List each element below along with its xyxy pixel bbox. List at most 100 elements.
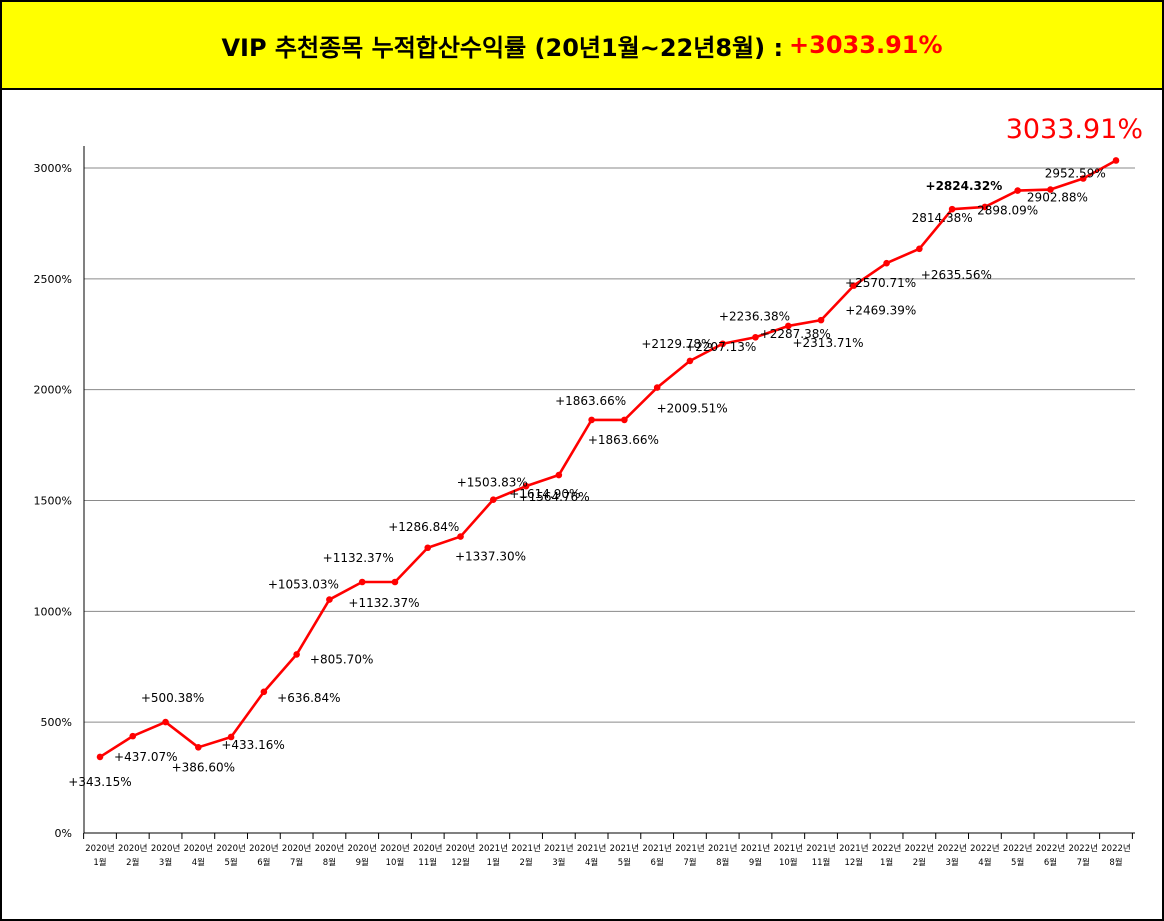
- x-tick-label-year: 2022년: [1101, 843, 1130, 854]
- data-label: +2824.32%: [926, 179, 1003, 193]
- x-tick-label-month: 12월: [451, 857, 470, 868]
- data-point: [293, 651, 300, 658]
- data-point: [1112, 157, 1120, 164]
- x-tick-label-month: 3월: [946, 857, 959, 868]
- data-point: [784, 322, 792, 330]
- data-label: +433.16%: [221, 738, 284, 752]
- x-tick-label-year: 2021년: [479, 843, 508, 854]
- data-point: [424, 544, 432, 552]
- data-label: +1132.37%: [323, 551, 394, 565]
- x-tick-label-month: 12월: [844, 857, 863, 868]
- data-label: 2952.59%: [1045, 167, 1106, 181]
- data-point: [1079, 175, 1087, 182]
- data-label: 2898.09%: [977, 204, 1038, 218]
- data-label: +1053.03%: [268, 578, 339, 592]
- x-tick-label-month: 1월: [880, 857, 893, 868]
- x-tick-label-month: 6월: [257, 857, 270, 868]
- y-tick-label: 1000%: [34, 605, 72, 618]
- data-point: [1014, 187, 1021, 194]
- data-point: [1047, 186, 1054, 193]
- x-tick-label-year: 2021년: [642, 843, 671, 854]
- chart-title-highlight: +3033.91%: [789, 31, 943, 59]
- x-tick-label-year: 2021년: [774, 843, 803, 854]
- x-tick-label-month: 9월: [356, 857, 369, 868]
- data-label: +1863.66%: [588, 433, 659, 447]
- series-line: [99, 159, 1117, 759]
- x-tick-label-month: 5월: [224, 857, 237, 868]
- data-label: 2902.88%: [1027, 191, 1088, 205]
- data-label: +636.84%: [277, 691, 340, 705]
- x-tick-label-year: 2020년: [446, 843, 475, 854]
- x-tick-label-year: 2021년: [806, 843, 835, 854]
- y-tick-label: 0%: [55, 827, 72, 840]
- y-tick-label: 1500%: [34, 495, 72, 508]
- x-tick-label-month: 4월: [192, 857, 205, 868]
- x-tick-label-month: 8월: [1109, 857, 1122, 868]
- chart-title: VIP 추천종목 누적합산수익률 (20년1월~22년8월) :: [221, 33, 784, 62]
- x-tick-label-year: 2020년: [85, 843, 114, 854]
- x-tick-label-year: 2021년: [610, 843, 639, 854]
- data-label: +2009.51%: [657, 402, 728, 416]
- data-label: +2129.78%: [641, 337, 712, 351]
- data-point: [850, 282, 858, 289]
- data-point: [227, 733, 235, 741]
- x-tick-label-year: 2020년: [413, 843, 442, 854]
- data-point: [817, 316, 825, 324]
- data-label: +1503.83%: [457, 476, 528, 490]
- x-tick-label-year: 2020년: [347, 843, 376, 854]
- x-tick-label-month: 10월: [779, 857, 798, 868]
- data-label: +2570.71%: [845, 276, 916, 290]
- data-label: +1337.30%: [455, 550, 526, 564]
- data-label: +1614.90%: [509, 487, 580, 501]
- x-tick-label-year: 2021년: [741, 843, 770, 854]
- data-label: +1286.84%: [388, 520, 459, 534]
- data-label: +2313.71%: [792, 336, 863, 350]
- x-tick-label-month: 5월: [618, 857, 631, 868]
- x-tick-label-year: 2021년: [675, 843, 704, 854]
- x-tick-label-year: 2020년: [216, 843, 245, 854]
- data-point: [981, 203, 989, 211]
- data-point: [719, 340, 727, 348]
- final-value-label: 3033.91%: [1006, 114, 1143, 145]
- x-tick-label-month: 1월: [93, 857, 106, 868]
- x-tick-label-year: 2020년: [315, 843, 344, 854]
- x-tick-label-year: 2021년: [511, 843, 540, 854]
- data-label: +2236.38%: [719, 309, 790, 323]
- x-tick-label-year: 2020년: [118, 843, 147, 854]
- x-tick-label-year: 2021년: [577, 843, 606, 854]
- data-label: +2635.56%: [921, 268, 992, 282]
- x-tick-label-year: 2020년: [380, 843, 409, 854]
- x-tick-label-month: 1월: [487, 857, 500, 868]
- x-tick-label-month: 5월: [1011, 857, 1024, 868]
- data-label: +386.60%: [172, 760, 235, 774]
- x-tick-label-month: 2월: [519, 857, 532, 868]
- x-tick-label-year: 2021년: [544, 843, 573, 854]
- data-point: [96, 753, 104, 761]
- line-chart: 0% 500% 1000% 1500% 2000% 2500% 3000% 2020년 1월 20…: [34, 114, 1143, 868]
- x-tick-label-month: 7월: [290, 857, 303, 868]
- data-label: +500.38%: [141, 691, 204, 705]
- x-tick-label-year: 2022년: [1003, 843, 1032, 854]
- x-tick-label-month: 3월: [159, 857, 172, 868]
- x-tick-label-year: 2022년: [1036, 843, 1065, 854]
- data-point: [621, 416, 628, 424]
- data-point: [883, 259, 890, 267]
- data-point: [522, 482, 530, 490]
- x-tick-label-year: 2022년: [1068, 843, 1097, 854]
- data-point: [686, 357, 694, 365]
- x-tick-label-month: 11월: [812, 857, 831, 868]
- x-tick-label-month: 7월: [1077, 857, 1090, 868]
- y-tick-label: 500%: [41, 716, 72, 729]
- chart-header: VIP 추천종목 누적합산수익률 (20년1월~22년8월) : +3033.9…: [2, 2, 1162, 90]
- x-tick-label-year: 2020년: [184, 843, 213, 854]
- data-label: +1863.66%: [555, 394, 626, 408]
- y-tick-label: 2000%: [34, 384, 72, 397]
- x-tick-label-month: 3월: [552, 857, 565, 868]
- x-tick-label-month: 2월: [913, 857, 926, 868]
- x-tick-label-month: 6월: [1044, 857, 1057, 868]
- data-point: [653, 384, 661, 391]
- x-tick-label-month: 4월: [585, 857, 598, 868]
- data-point: [457, 533, 464, 540]
- data-label: +805.70%: [310, 652, 373, 666]
